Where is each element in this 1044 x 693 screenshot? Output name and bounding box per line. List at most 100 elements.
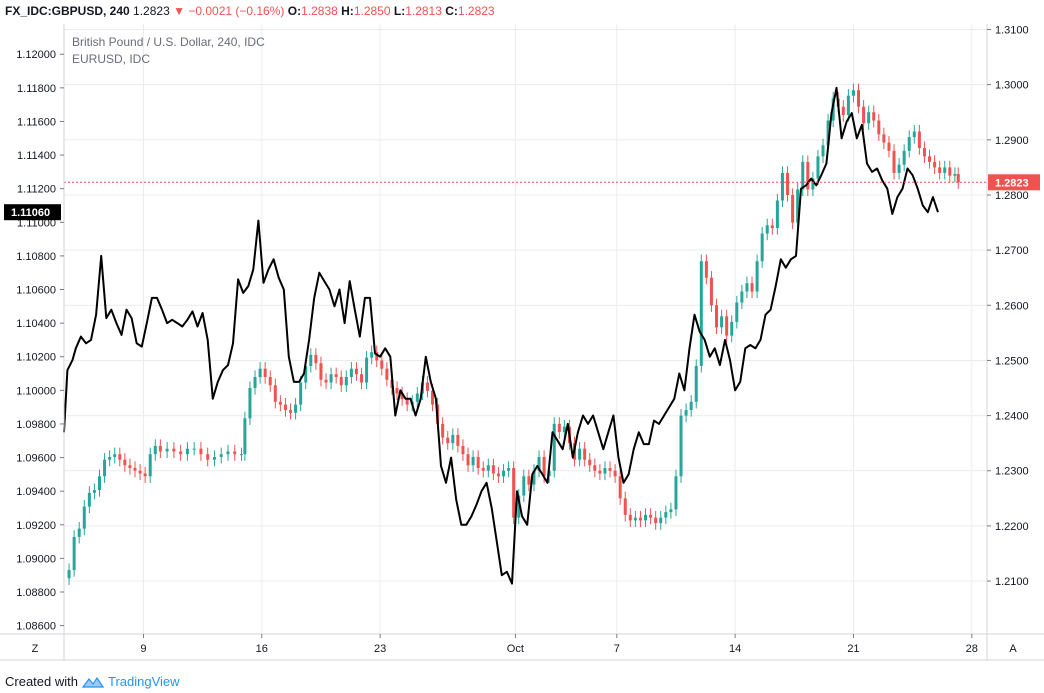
candle-body bbox=[517, 495, 521, 518]
left-tick-label: 1.11400 bbox=[17, 150, 56, 162]
candle-body bbox=[360, 374, 364, 383]
candle-body bbox=[928, 156, 932, 162]
candle-body bbox=[263, 368, 267, 377]
candle-body bbox=[113, 454, 117, 457]
candle-body bbox=[82, 506, 86, 529]
candle-body bbox=[542, 456, 546, 477]
candle-body bbox=[933, 161, 937, 168]
candle-body bbox=[179, 451, 183, 455]
candle-body bbox=[943, 167, 947, 173]
tradingview-brand[interactable]: TradingView bbox=[107, 674, 180, 689]
candle-body bbox=[877, 120, 881, 135]
auto-scale-left-button[interactable]: Z bbox=[32, 643, 39, 655]
auto-scale-right-button[interactable]: A bbox=[1009, 643, 1017, 655]
candle-body bbox=[441, 423, 445, 438]
candle-body bbox=[77, 528, 81, 537]
candle-body bbox=[735, 302, 739, 322]
left-tick-label: 1.10400 bbox=[16, 318, 56, 330]
low-value: 1.2813 bbox=[405, 4, 442, 18]
candle-body bbox=[471, 456, 475, 466]
candle-body bbox=[400, 393, 404, 400]
right-tick-label: 1.2500 bbox=[995, 355, 1029, 367]
left-tick-label: 1.08600 bbox=[16, 621, 56, 633]
candle-body bbox=[709, 277, 713, 306]
candle-body bbox=[233, 451, 237, 455]
candle-body bbox=[385, 368, 389, 380]
right-tick-label: 1.2900 bbox=[995, 135, 1029, 147]
candle-body bbox=[628, 514, 632, 521]
candle-body bbox=[912, 131, 916, 138]
candle-body bbox=[496, 473, 500, 477]
candle-body bbox=[603, 467, 607, 474]
candle-body bbox=[578, 448, 582, 460]
candle-body bbox=[72, 536, 76, 571]
candle-body bbox=[689, 401, 693, 411]
candle-body bbox=[148, 454, 152, 477]
candle-body bbox=[811, 178, 815, 190]
candle-body bbox=[816, 156, 820, 179]
candle-body bbox=[922, 148, 926, 157]
candle-body bbox=[226, 451, 230, 455]
candle-body bbox=[143, 473, 147, 477]
candle-body bbox=[897, 164, 901, 173]
legend-compare-series[interactable]: EURUSD, IDC bbox=[72, 52, 150, 66]
candle-body bbox=[248, 388, 252, 419]
candle-body bbox=[258, 368, 262, 377]
candle-body bbox=[87, 492, 91, 507]
candle-body bbox=[158, 445, 162, 452]
candle-body bbox=[324, 379, 328, 383]
symbol-name[interactable]: FX_IDC:GBPUSD, 240 bbox=[5, 4, 130, 18]
left-tick-label: 1.09200 bbox=[16, 520, 56, 532]
left-tick-label: 1.08800 bbox=[16, 587, 56, 599]
candle-body bbox=[948, 167, 952, 176]
x-tick-label: 14 bbox=[729, 643, 741, 655]
candle-body bbox=[694, 365, 698, 402]
candle-body bbox=[659, 517, 663, 524]
right-tick-label: 1.3000 bbox=[995, 80, 1029, 92]
candle-body bbox=[334, 374, 338, 377]
candle-body bbox=[476, 456, 480, 468]
candle-body bbox=[755, 261, 759, 292]
left-tick-label: 1.09800 bbox=[16, 419, 56, 431]
candle-body bbox=[512, 467, 516, 518]
high-value: 1.2850 bbox=[353, 4, 391, 18]
right-tick-label: 1.2800 bbox=[995, 190, 1029, 202]
candle-body bbox=[278, 401, 282, 405]
candle-body bbox=[699, 261, 703, 366]
chart-frame bbox=[0, 24, 1044, 661]
right-tick-label: 1.2700 bbox=[995, 245, 1029, 257]
candle-body bbox=[395, 388, 399, 394]
candle-body bbox=[309, 354, 313, 366]
candle-body bbox=[684, 410, 688, 416]
down-arrow-icon: ▼ bbox=[173, 4, 185, 18]
candle-body bbox=[770, 225, 774, 229]
price-chart[interactable]: 1.12000 1.11800 1.11600 1.11400 1.11200 1.110… bbox=[0, 0, 1044, 672]
candle-body bbox=[775, 200, 779, 229]
candle-body bbox=[644, 514, 648, 521]
candle-body bbox=[185, 448, 189, 455]
symbol-header: FX_IDC:GBPUSD, 240 1.2823 ▼ −0.0021 (−0.… bbox=[0, 0, 1044, 22]
candle-body bbox=[740, 291, 744, 303]
candle-body bbox=[299, 382, 303, 405]
candle-body bbox=[704, 261, 708, 278]
x-tick-label: 21 bbox=[847, 643, 859, 655]
candle-body bbox=[344, 376, 348, 386]
candle-body bbox=[329, 374, 333, 383]
candle-body bbox=[730, 321, 734, 336]
candle-body bbox=[283, 404, 287, 411]
candle-body bbox=[466, 454, 470, 466]
candle-body bbox=[507, 467, 511, 471]
candle-body bbox=[725, 316, 729, 336]
candle-body bbox=[375, 352, 379, 361]
right-price-axis[interactable]: 1.3100 1.3000 1.2900 1.2800 1.2700 1.2600 1.25… bbox=[987, 25, 1029, 589]
candle-body bbox=[593, 465, 597, 471]
candle-body bbox=[370, 352, 374, 358]
close-value: 1.2823 bbox=[457, 4, 495, 18]
left-price-axis[interactable]: 1.12000 1.11800 1.11600 1.11400 1.11200 1.110… bbox=[16, 49, 64, 633]
x-tick-label: 9 bbox=[140, 643, 146, 655]
candle-body bbox=[118, 454, 122, 460]
candle-body bbox=[552, 423, 556, 471]
time-axis[interactable]: 9 16 23 Oct 7 14 21 28 bbox=[140, 634, 978, 655]
price-change: −0.0021 (−0.16%) bbox=[188, 4, 285, 18]
legend-main-series[interactable]: British Pound / U.S. Dollar, 240, IDC bbox=[72, 35, 265, 49]
